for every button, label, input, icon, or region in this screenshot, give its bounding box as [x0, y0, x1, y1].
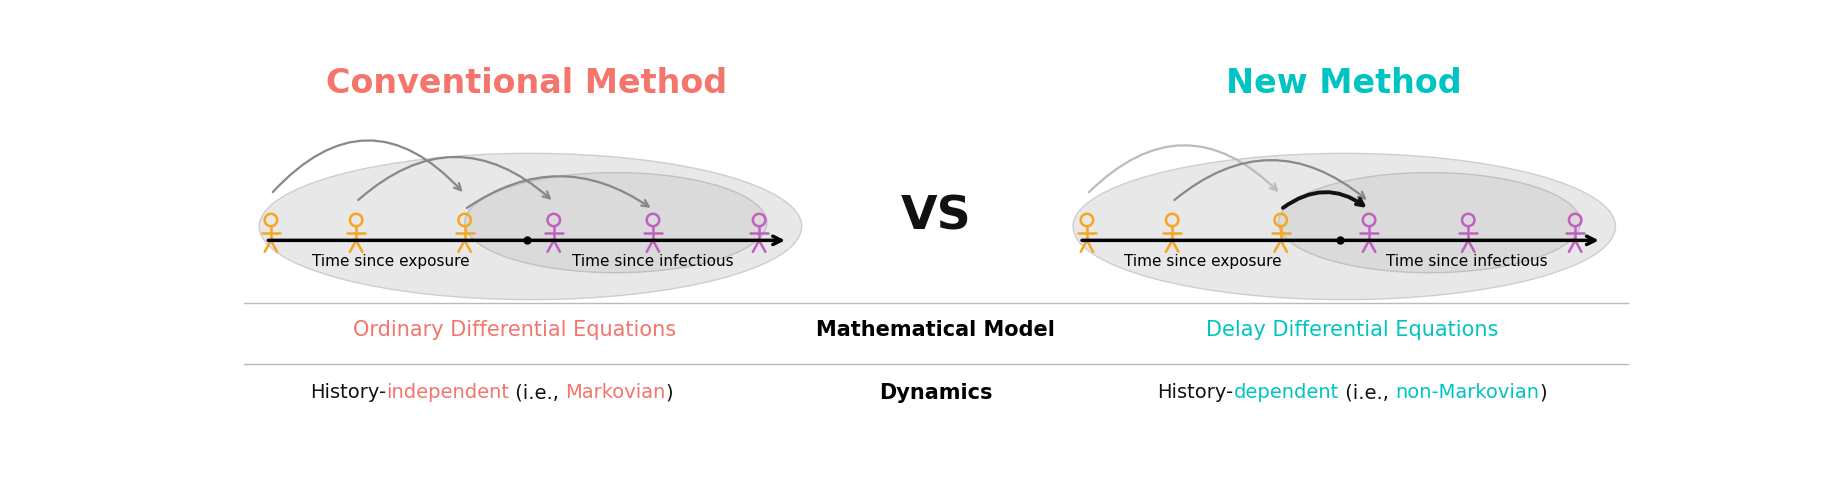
Ellipse shape	[464, 173, 767, 273]
Text: Time since infectious: Time since infectious	[572, 254, 734, 269]
Text: VS: VS	[900, 195, 971, 240]
Text: Time since infectious: Time since infectious	[1386, 254, 1547, 269]
Text: History-: History-	[1158, 383, 1234, 402]
Text: Dynamics: Dynamics	[878, 383, 993, 403]
Text: independent: independent	[387, 383, 509, 402]
Text: New Method: New Method	[1227, 67, 1463, 100]
Ellipse shape	[1278, 173, 1581, 273]
Ellipse shape	[259, 153, 802, 299]
Text: History-: History-	[310, 383, 387, 402]
Text: Ordinary Differential Equations: Ordinary Differential Equations	[354, 320, 677, 341]
Text: Time since exposure: Time since exposure	[1125, 254, 1282, 269]
Text: non-Markovian: non-Markovian	[1395, 383, 1539, 402]
Text: Time since exposure: Time since exposure	[312, 254, 469, 269]
Text: Delay Differential Equations: Delay Differential Equations	[1205, 320, 1497, 341]
Text: (i.e.,: (i.e.,	[1338, 383, 1395, 402]
Text: dependent: dependent	[1234, 383, 1338, 402]
Ellipse shape	[1074, 153, 1616, 299]
Text: (i.e.,: (i.e.,	[509, 383, 566, 402]
Text: Conventional Method: Conventional Method	[327, 67, 727, 100]
Text: ): )	[666, 383, 674, 402]
Text: Markovian: Markovian	[566, 383, 666, 402]
Text: ): )	[1539, 383, 1547, 402]
Text: Mathematical Model: Mathematical Model	[816, 320, 1055, 341]
